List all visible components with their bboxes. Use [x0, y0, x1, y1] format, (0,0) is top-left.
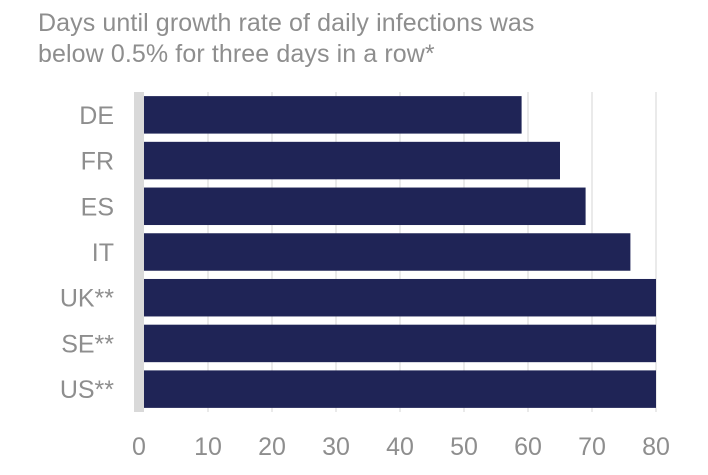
- bars: [144, 96, 656, 408]
- category-label: US**: [60, 376, 114, 404]
- x-tick-label: 80: [642, 433, 670, 461]
- x-tick-labels: 0 10 20 30 40 50 60 70 80: [132, 433, 670, 461]
- y-axis-line: [134, 92, 144, 412]
- x-tick-label: 0: [132, 433, 146, 461]
- x-tick-label: 40: [386, 433, 414, 461]
- bar-it: [144, 233, 631, 271]
- x-tick-label: 30: [322, 433, 350, 461]
- bar-se: [144, 324, 656, 363]
- category-label: SE**: [61, 330, 114, 358]
- bar-uk: [144, 278, 656, 317]
- category-label: FR: [81, 148, 114, 176]
- x-tick-label: 60: [514, 433, 542, 461]
- x-tick-label: 10: [194, 433, 222, 461]
- bar-es: [144, 187, 586, 226]
- x-tick-label: 50: [450, 433, 478, 461]
- category-label: UK**: [60, 285, 114, 313]
- x-tick-label: 70: [578, 433, 606, 461]
- category-label: DE: [79, 102, 114, 130]
- x-tick-label: 20: [258, 433, 286, 461]
- category-label: ES: [81, 193, 114, 221]
- bar-fr: [144, 141, 560, 180]
- chart-title-line-1: Days until growth rate of daily infectio…: [38, 9, 535, 37]
- category-labels: DE FR ES IT UK** SE** US**: [60, 102, 114, 404]
- chart-title-line-2: below 0.5% for three days in a row*: [38, 40, 435, 68]
- category-label: IT: [92, 239, 114, 267]
- chart-title: Days until growth rate of daily infectio…: [38, 8, 678, 70]
- bar-us: [144, 370, 656, 408]
- bar-de: [144, 96, 522, 134]
